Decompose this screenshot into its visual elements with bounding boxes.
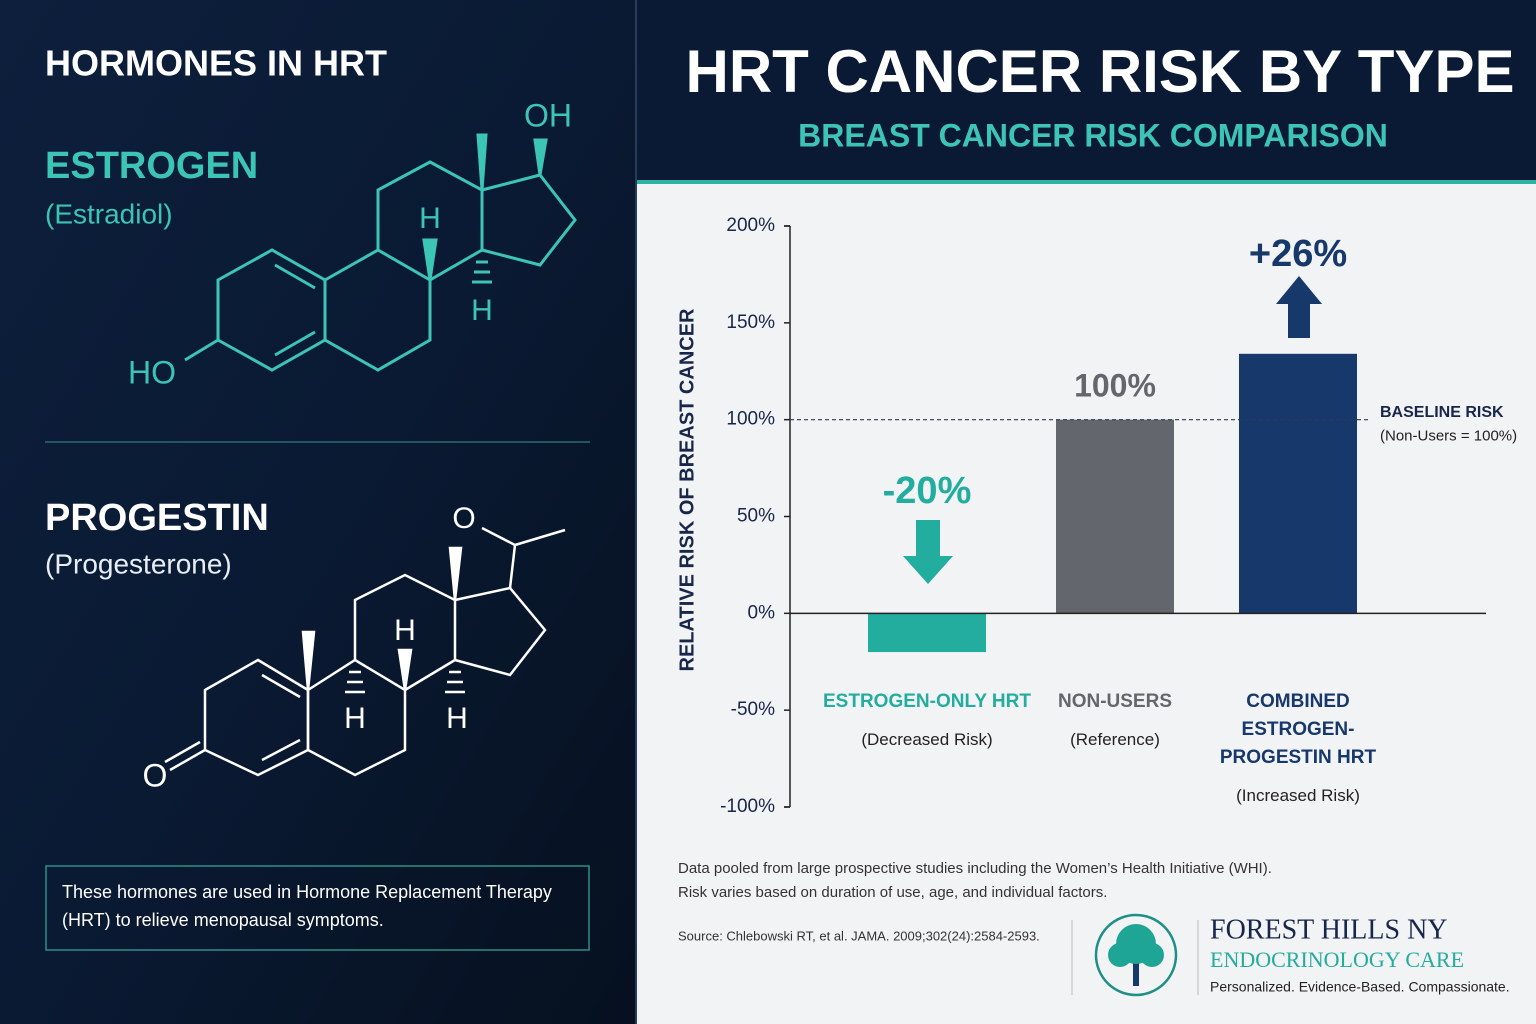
atom-label: H [446,702,468,735]
hormone-name: ESTROGEN [45,145,258,187]
hormone-name: PROGESTIN [45,497,269,539]
y-tick-label: 0% [748,602,776,623]
header [636,0,1536,180]
annotation: +26% [1249,233,1347,275]
atom-label: H [344,702,366,735]
atom-label: O [452,502,475,535]
atom-label: OH [524,97,572,133]
logo-tagline: Personalized. Evidence-Based. Compassion… [1210,979,1510,995]
y-tick-label: 200% [726,215,775,236]
category-note: (Reference) [1070,730,1160,749]
arrows [903,276,1322,584]
annotation: -20% [883,470,972,512]
y-tick-label: 150% [726,312,775,333]
y-tick-label: 100% [726,409,775,430]
footer-note: Risk varies based on duration of use, ag… [678,884,1107,901]
source: Source: Chlebowski RT, et al. JAMA. 2009… [678,928,1040,943]
x-tick-label: NON-USERS [1057,691,1172,712]
estradiol-structure [184,133,577,372]
logo-subtitle: ENDOCRINOLOGY CARE [1210,947,1464,972]
footer-note: Data pooled from large prospective studi… [678,860,1272,877]
atom-label: HO [128,354,176,390]
reference-label: BASELINE RISK [1380,404,1504,421]
chart-subtitle: BREAST CANCER RISK COMPARISON [798,117,1388,153]
y-tick-label: -100% [720,796,775,817]
logo-icon [1094,913,1178,997]
atom-label: H [419,202,441,235]
annotation: 100% [1074,367,1156,403]
y-tick-label: -50% [731,699,775,720]
hormone-form: (Estradiol) [45,198,173,229]
atom-label: H [394,614,416,647]
note-text: These hormones are used in Hormone Repla… [62,882,552,930]
x-tick-label: ESTROGEN-ONLY HRT [823,691,1031,712]
x-tick-label: COMBINED ESTROGEN-PROGESTIN HRT [1219,691,1377,768]
bar [1239,353,1357,614]
left-panel [0,0,636,1024]
logo-name: FOREST HILLS NY [1210,914,1448,945]
up-arrow [1276,276,1322,338]
hormone-form: (Progesterone) [45,548,232,579]
bar [1056,419,1174,614]
reference-note: (Non-Users = 100%) [1380,428,1517,445]
atom-label: O [143,757,168,793]
category-note: (Increased Risk) [1236,786,1360,805]
y-axis-label: RELATIVE RISK OF BREAST CANCER [676,308,698,672]
bar [868,613,986,653]
chart-title: HRT CANCER RISK BY TYPE [686,38,1515,105]
y-tick-label: 50% [737,506,775,527]
category-note: (Decreased Risk) [861,730,993,749]
atom-label: H [471,294,493,327]
down-arrow [903,520,953,584]
note-box [45,865,590,951]
left-title: HORMONES IN HRT [45,43,387,84]
header-rule [636,180,1536,184]
progesterone-structure [164,526,566,777]
